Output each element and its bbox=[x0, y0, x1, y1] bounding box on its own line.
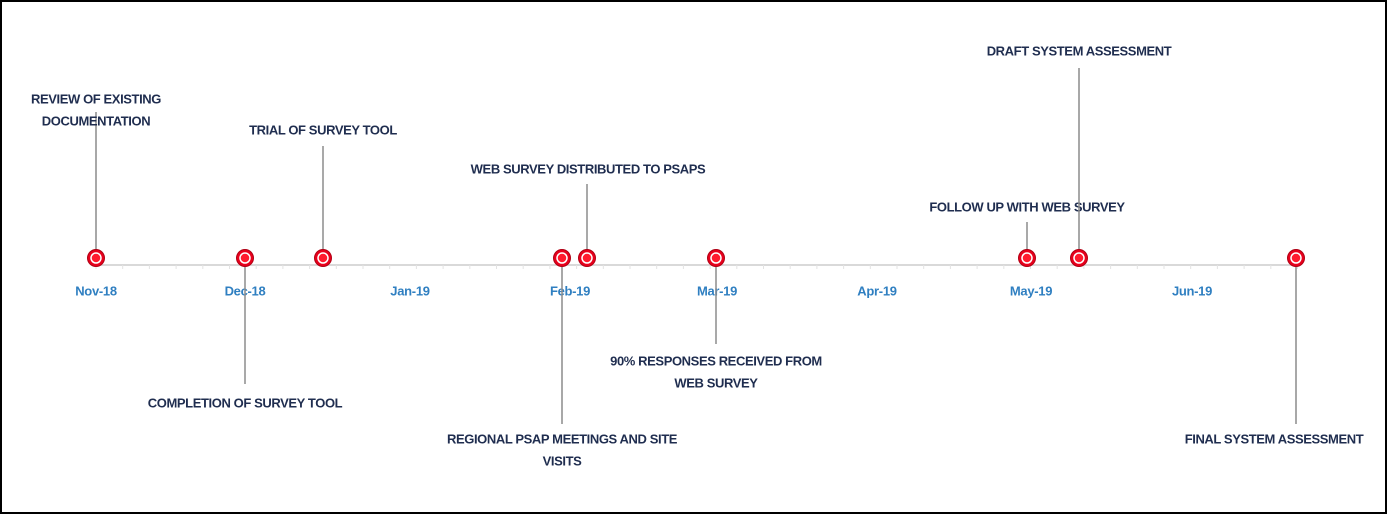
event-dot-inner bbox=[1021, 252, 1033, 264]
month-label: Jan-19 bbox=[390, 283, 429, 298]
event-label: TRIAL OF SURVEY TOOL bbox=[249, 122, 397, 137]
event-label: VISITS bbox=[543, 453, 583, 468]
event-label: FOLLOW UP WITH WEB SURVEY bbox=[929, 199, 1125, 214]
event-label: DOCUMENTATION bbox=[42, 113, 150, 128]
event-dot-inner bbox=[556, 252, 568, 264]
month-label: Nov-18 bbox=[75, 283, 117, 298]
event-label: DRAFT SYSTEM ASSESSMENT bbox=[987, 43, 1172, 58]
event-dot-inner bbox=[317, 252, 329, 264]
month-label: Apr-19 bbox=[857, 283, 896, 298]
event-dot-inner bbox=[239, 252, 251, 264]
month-label: Mar-19 bbox=[697, 283, 737, 298]
event-label: REGIONAL PSAP MEETINGS AND SITE bbox=[447, 431, 678, 446]
event-label: WEB SURVEY bbox=[674, 375, 758, 390]
event-label: COMPLETION OF SURVEY TOOL bbox=[148, 395, 343, 410]
event-dot-inner bbox=[581, 252, 593, 264]
month-label: May-19 bbox=[1010, 283, 1052, 298]
event-dot-inner bbox=[1073, 252, 1085, 264]
event-dot-inner bbox=[90, 252, 102, 264]
event-label: WEB SURVEY DISTRIBUTED TO PSAPS bbox=[471, 161, 706, 176]
event-dot-inner bbox=[710, 252, 722, 264]
event-label: 90% RESPONSES RECEIVED FROM bbox=[610, 353, 822, 368]
event-label: REVIEW OF EXISTING bbox=[31, 91, 161, 106]
event-dot-inner bbox=[1290, 252, 1302, 264]
month-label: Feb-19 bbox=[550, 283, 590, 298]
month-label: Jun-19 bbox=[1172, 283, 1212, 298]
event-label: FINAL SYSTEM ASSESSMENT bbox=[1185, 431, 1364, 446]
